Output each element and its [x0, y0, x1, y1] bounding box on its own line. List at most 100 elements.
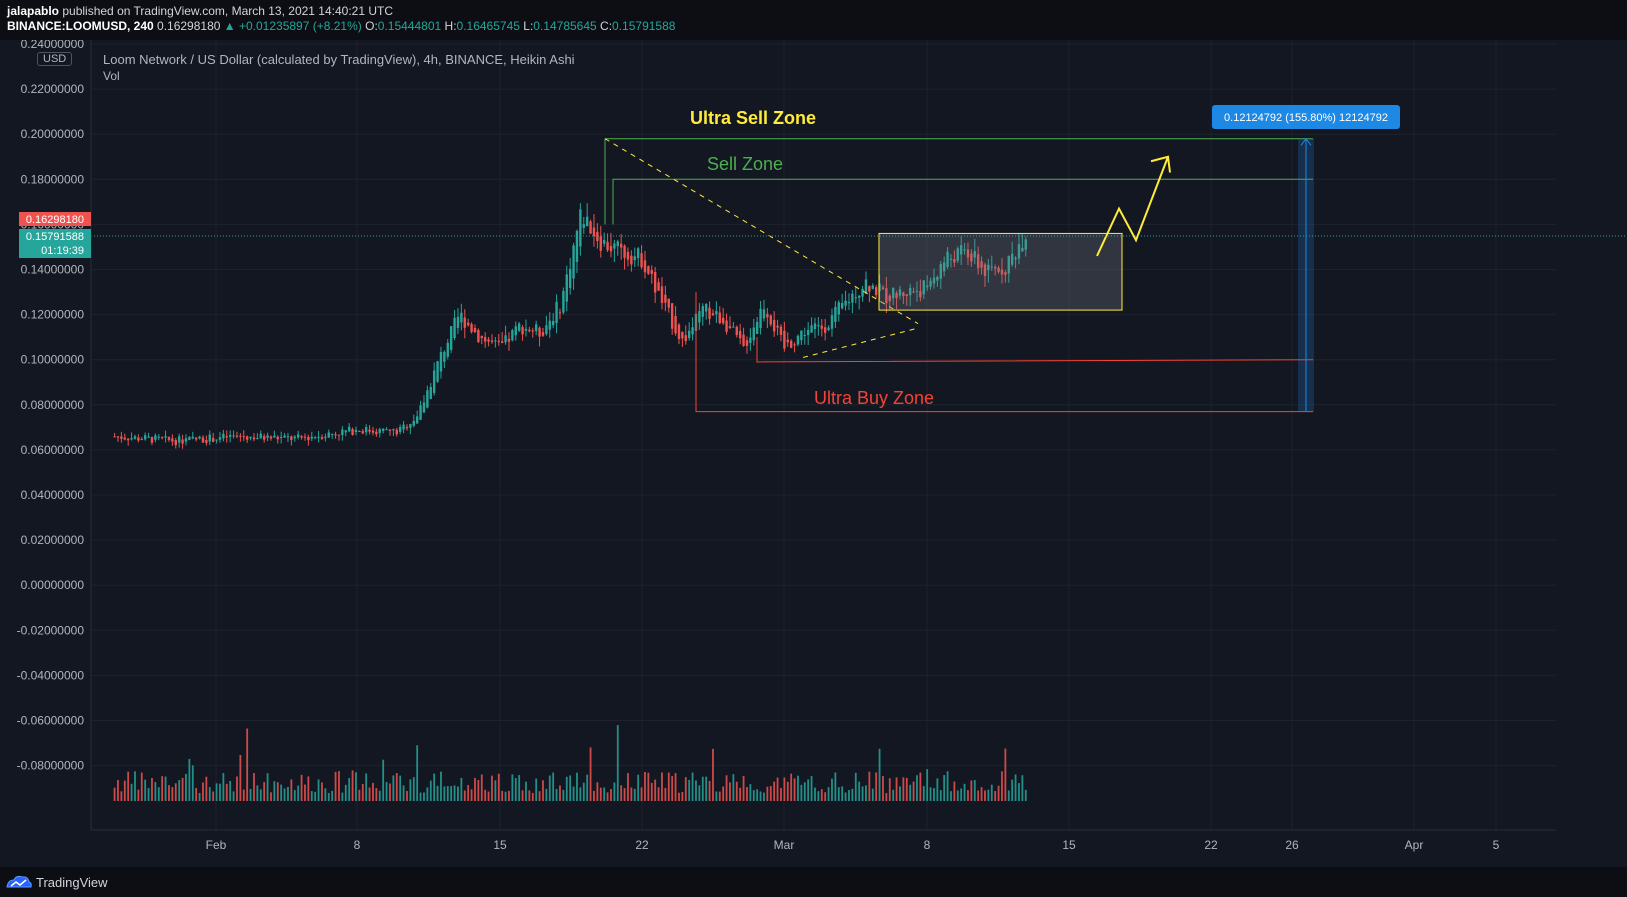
- volume-bar: [372, 782, 374, 801]
- symbol-label[interactable]: BINANCE:LOOMUSD, 240: [7, 19, 154, 33]
- volume-bar: [382, 759, 385, 801]
- candle-body: [473, 328, 477, 333]
- candle-body: [249, 436, 252, 439]
- candle-body: [341, 429, 344, 436]
- volume-bar: [763, 792, 765, 801]
- candle-body: [194, 437, 198, 440]
- candle-body: [708, 307, 711, 319]
- volume-bar: [827, 787, 830, 801]
- volume-bar: [321, 782, 323, 801]
- ultra-buy-zone-label: Ultra Buy Zone: [814, 388, 934, 408]
- candle-body: [1021, 247, 1024, 252]
- candle-body: [616, 241, 619, 247]
- candle-body: [235, 435, 239, 437]
- volume-bar: [426, 787, 429, 801]
- candle-body: [426, 390, 429, 408]
- time-axis[interactable]: Feb 8 15 22 Mar 8 15 22 26 Apr 5: [91, 829, 1556, 852]
- candle-body: [347, 426, 351, 432]
- candle-body: [664, 294, 667, 303]
- volume-bar: [307, 776, 310, 801]
- ohlc-line: BINANCE:LOOMUSD, 240 0.16298180 ▲ +0.012…: [7, 19, 1620, 34]
- volume-bar: [331, 790, 334, 801]
- candle-body: [630, 255, 633, 265]
- candle-body: [174, 439, 177, 446]
- currency-badge[interactable]: USD: [37, 52, 73, 66]
- chart-grid: [91, 40, 1556, 830]
- candle-body: [677, 324, 681, 340]
- candle-body: [449, 326, 453, 350]
- volume-bar: [1001, 771, 1003, 801]
- volume-legend[interactable]: Vol: [103, 69, 120, 83]
- candle-body: [181, 439, 184, 444]
- candlestick-series: [113, 203, 1027, 449]
- candle-body: [1014, 257, 1017, 260]
- candle-body: [415, 416, 419, 424]
- volume-bar: [236, 776, 238, 801]
- volume-bar: [297, 785, 300, 801]
- candle-body: [936, 276, 939, 281]
- price-chart[interactable]: 0.12124792 (155.80%) 12124792 Ultra Sell …: [0, 40, 1627, 867]
- series-legend-title[interactable]: Loom Network / US Dollar (calculated by …: [103, 52, 575, 67]
- volume-bar: [338, 771, 340, 801]
- candle-body: [766, 313, 769, 318]
- publish-info: published on TradingView.com, March 13, …: [62, 4, 394, 18]
- candle-body: [381, 428, 385, 431]
- candle-body: [942, 262, 946, 272]
- candle-body: [874, 287, 878, 296]
- candle-body: [164, 436, 167, 438]
- volume-bar: [127, 771, 130, 801]
- volume-bar: [980, 787, 983, 801]
- candle-body: [562, 290, 565, 313]
- candle-body: [640, 253, 643, 268]
- candle-body: [463, 317, 466, 328]
- candle-body: [670, 303, 674, 329]
- volume-bar: [725, 775, 728, 801]
- volume-bar: [926, 769, 929, 801]
- volume-bar: [916, 775, 918, 801]
- time-tick-label: 8: [354, 838, 361, 852]
- price-tick-label: 0.12000000: [21, 308, 85, 322]
- candle-body: [392, 429, 395, 431]
- candle-body: [895, 293, 898, 299]
- volume-bar: [232, 791, 235, 801]
- tradingview-brand[interactable]: TradingView: [36, 874, 108, 890]
- candle-body: [446, 342, 449, 357]
- candle-body: [997, 267, 1000, 272]
- candle-body: [609, 245, 613, 252]
- volume-bar: [990, 784, 993, 801]
- candle-body: [113, 436, 116, 438]
- drawings-layer: 0.12124792 (155.80%) 12124792 Ultra Sell …: [91, 105, 1627, 413]
- volume-bar: [242, 789, 245, 801]
- candle-body: [966, 249, 970, 258]
- candle-body: [126, 438, 130, 441]
- candle-body: [939, 263, 942, 279]
- candle-body: [568, 269, 572, 289]
- author-name[interactable]: jalapablo: [7, 4, 60, 18]
- volume-bar: [912, 781, 915, 801]
- candle-body: [286, 436, 290, 438]
- candle-body: [647, 266, 650, 274]
- candle-body: [636, 248, 640, 259]
- candle-body: [388, 429, 392, 431]
- volume-bar: [334, 771, 337, 801]
- candle-body: [745, 340, 749, 346]
- volume-bar: [939, 790, 942, 801]
- volume-bar: [970, 780, 973, 801]
- volume-bar: [933, 788, 935, 801]
- volume-bar: [433, 773, 436, 801]
- candle-body: [606, 241, 609, 251]
- candle-body: [698, 311, 701, 323]
- volume-bar: [416, 745, 419, 801]
- candle-body: [358, 430, 361, 432]
- candle-body: [783, 330, 786, 349]
- candle-body: [154, 435, 157, 440]
- volume-bar: [113, 787, 116, 801]
- candle-body: [296, 434, 300, 438]
- volume-bar: [844, 792, 847, 801]
- volume-bar: [589, 747, 592, 801]
- volume-bar: [899, 786, 901, 801]
- candle-body: [218, 437, 222, 440]
- volume-bar: [287, 786, 289, 801]
- price-axis[interactable]: 0.24000000 0.22000000 0.20000000 0.18000000…: [17, 40, 92, 830]
- candle-body: [769, 315, 772, 325]
